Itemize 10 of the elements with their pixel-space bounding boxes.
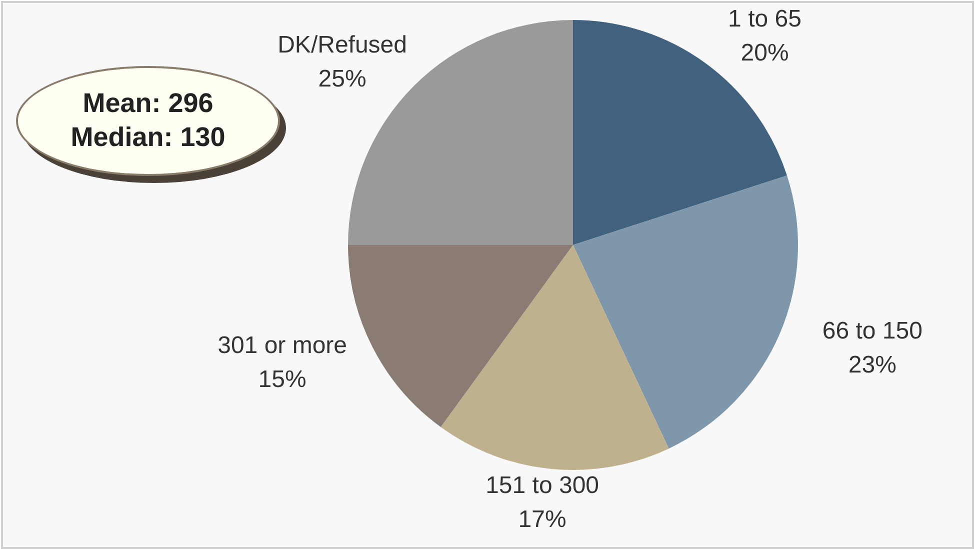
- data-label: 25%: [318, 66, 366, 93]
- slice-label: 66 to 150: [822, 317, 922, 344]
- data-label: 15%: [258, 366, 306, 394]
- slice-label: 1 to 65: [728, 5, 802, 32]
- slice-label: DK/Refused: [278, 32, 408, 59]
- data-label: 17%: [518, 506, 566, 534]
- slice-label: 151 to 300: [486, 472, 600, 500]
- data-label: 20%: [740, 39, 789, 66]
- data-label: 23%: [848, 351, 896, 378]
- slice-label: 301 or more: [218, 332, 348, 360]
